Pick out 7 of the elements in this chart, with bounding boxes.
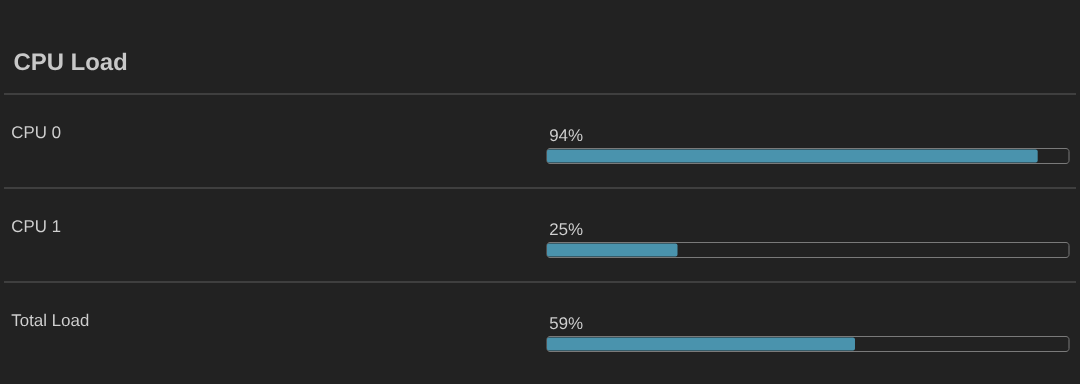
data-label: 59% [549, 317, 583, 330]
y-tick-label: Total Load [11, 313, 89, 327]
data-label: 94% [550, 129, 583, 142]
y-tick-label: CPU 0 [12, 126, 61, 139]
data-label: 25% [550, 223, 583, 236]
text: CPU Load [14, 52, 127, 71]
y-tick-label: CPU 1 [12, 220, 61, 233]
